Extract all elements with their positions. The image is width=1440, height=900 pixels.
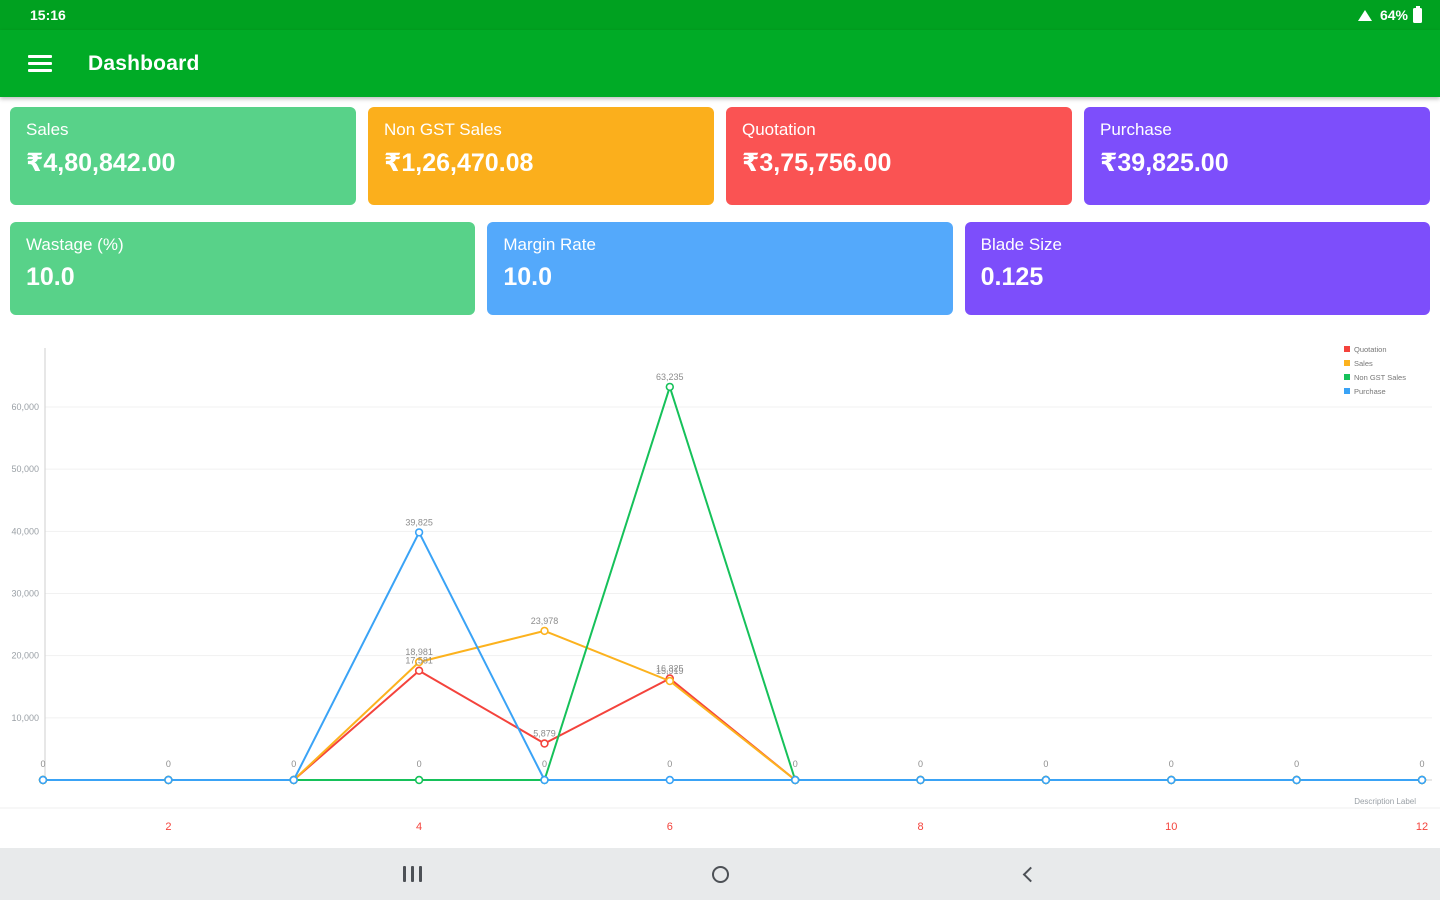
back-icon	[1022, 866, 1038, 882]
card-label: Purchase	[1100, 120, 1172, 139]
svg-text:0: 0	[667, 759, 672, 769]
card-value: 10.0	[503, 263, 552, 291]
svg-text:0: 0	[40, 759, 45, 769]
battery-percent: 64%	[1379, 7, 1408, 23]
card-label: Margin Rate	[503, 235, 596, 254]
svg-text:8: 8	[917, 821, 923, 833]
svg-text:Non GST Sales: Non GST Sales	[1354, 373, 1406, 382]
card-value: 0.125	[980, 263, 1044, 291]
back-button[interactable]	[1008, 848, 1048, 900]
svg-text:Quotation: Quotation	[1354, 345, 1387, 354]
recents-button[interactable]	[392, 848, 432, 900]
svg-text:15,919: 15,919	[656, 666, 684, 676]
recents-icon	[402, 866, 422, 882]
card-wastage[interactable]: Wastage (%) 10.0	[10, 222, 476, 315]
card-value: ₹4,80,842.00	[26, 149, 176, 177]
svg-text:40,000: 40,000	[11, 526, 39, 536]
svg-text:0: 0	[1169, 759, 1174, 769]
card-margin-rate[interactable]: Margin Rate 10.0	[487, 222, 953, 315]
status-time: 15:16	[30, 7, 66, 23]
status-bar: 15:16 64%	[0, 0, 1440, 30]
page-title: Dashboard	[88, 51, 200, 75]
svg-text:16,325: 16,325	[656, 664, 684, 674]
home-icon	[711, 865, 729, 883]
svg-text:0: 0	[918, 759, 923, 769]
svg-text:Description Label: Description Label	[1354, 797, 1416, 806]
svg-text:Sales: Sales	[1354, 359, 1373, 368]
app-bar: Dashboard	[0, 30, 1440, 97]
battery-icon	[1413, 5, 1422, 23]
menu-icon[interactable]	[28, 51, 52, 76]
card-purchase[interactable]: Purchase ₹39,825.00	[1084, 107, 1430, 205]
svg-text:5,879: 5,879	[533, 729, 556, 739]
wifi-icon	[1357, 9, 1372, 21]
svg-text:2: 2	[165, 821, 171, 833]
card-non-gst-sales[interactable]: Non GST Sales ₹1,26,470.08	[368, 107, 714, 205]
svg-text:17,581: 17,581	[405, 656, 433, 666]
svg-text:39,825: 39,825	[405, 517, 433, 527]
card-value: ₹3,75,756.00	[742, 149, 892, 177]
chart-canvas[interactable]: 10,000 20,000 30,000 40,000 50,000 60,000 17,5…	[0, 330, 1440, 840]
card-value: ₹39,825.00	[1100, 149, 1229, 177]
card-sales[interactable]: Sales ₹4,80,842.00	[10, 107, 356, 205]
svg-text:0: 0	[291, 759, 296, 769]
card-quotation[interactable]: Quotation ₹3,75,756.00	[726, 107, 1072, 205]
svg-text:12: 12	[1416, 821, 1428, 833]
svg-text:20,000: 20,000	[11, 651, 39, 661]
home-button[interactable]	[700, 848, 740, 900]
svg-text:Purchase: Purchase	[1354, 387, 1386, 396]
svg-text:18,981: 18,981	[405, 647, 433, 657]
svg-text:10: 10	[1165, 821, 1177, 833]
system-nav-bar	[0, 848, 1440, 900]
card-label: Wastage (%)	[26, 235, 124, 254]
summary-cards-row2: Wastage (%) 10.0 Margin Rate 10.0 Blade Size…	[0, 222, 1440, 315]
card-label: Non GST Sales	[384, 120, 502, 139]
svg-text:0: 0	[1043, 759, 1048, 769]
svg-text:0: 0	[417, 759, 422, 769]
svg-text:0: 0	[1419, 759, 1424, 769]
card-blade-size[interactable]: Blade Size 0.125	[964, 222, 1430, 315]
svg-text:63,235: 63,235	[656, 372, 684, 382]
sales-line-chart[interactable]: 10,000 20,000 30,000 40,000 50,000 60,000 17,5…	[0, 330, 1440, 840]
svg-text:0: 0	[542, 759, 547, 769]
svg-text:0: 0	[1294, 759, 1299, 769]
svg-text:30,000: 30,000	[11, 589, 39, 599]
svg-text:10,000: 10,000	[11, 713, 39, 723]
svg-text:4: 4	[416, 821, 422, 833]
card-value: 10.0	[26, 263, 75, 291]
card-label: Sales	[26, 120, 69, 139]
card-label: Quotation	[742, 120, 816, 139]
card-label: Blade Size	[980, 235, 1062, 254]
summary-cards-row1: Sales ₹4,80,842.00 Non GST Sales ₹1,26,470.…	[0, 107, 1440, 205]
card-value: ₹1,26,470.08	[384, 149, 534, 177]
svg-text:60,000: 60,000	[11, 402, 39, 412]
svg-text:6: 6	[667, 821, 673, 833]
svg-text:0: 0	[166, 759, 171, 769]
svg-text:50,000: 50,000	[11, 464, 39, 474]
svg-text:23,978: 23,978	[531, 616, 559, 626]
svg-text:0: 0	[793, 759, 798, 769]
